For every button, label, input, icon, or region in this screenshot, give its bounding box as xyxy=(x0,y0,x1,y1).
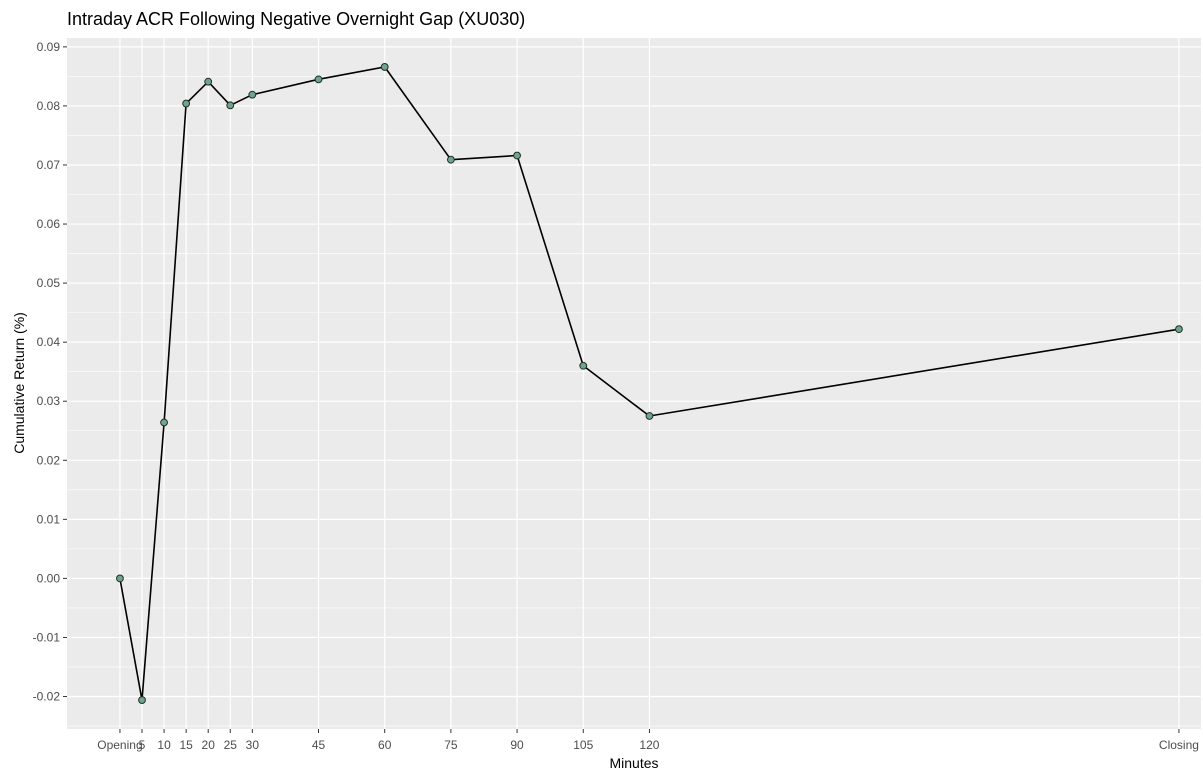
y-axis-title: Cumulative Return (%) xyxy=(11,312,27,454)
x-tick-label: 30 xyxy=(246,738,260,752)
x-tick-label: 60 xyxy=(378,738,392,752)
data-point xyxy=(1175,325,1183,334)
data-point xyxy=(446,155,455,164)
x-tick-label: Closing xyxy=(1159,738,1199,752)
y-tick-label: 0.02 xyxy=(37,453,61,467)
x-tick-label: 105 xyxy=(573,738,593,752)
series-line xyxy=(119,66,1180,701)
data-point xyxy=(160,418,168,427)
data-point xyxy=(204,77,213,86)
data-point xyxy=(248,90,257,99)
x-tick-label: 120 xyxy=(639,738,659,752)
data-point xyxy=(645,412,654,420)
x-tick-label: 90 xyxy=(510,738,524,752)
data-point xyxy=(138,696,146,704)
y-tick-label: 0.03 xyxy=(37,394,61,408)
x-tick-label: 45 xyxy=(312,738,326,752)
x-tick-label: 20 xyxy=(202,738,216,752)
data-point xyxy=(226,101,235,110)
x-axis-title: Minutes xyxy=(609,755,658,771)
data-point xyxy=(182,99,191,108)
x-tick-label: 5 xyxy=(139,738,146,752)
data-point xyxy=(116,574,124,583)
y-tick-label: 0.06 xyxy=(37,217,61,231)
data-point xyxy=(513,151,521,160)
x-tick-label: 15 xyxy=(179,738,193,752)
data-point xyxy=(579,361,588,370)
y-tick-label: 0.07 xyxy=(37,158,61,172)
y-tick-label: 0.04 xyxy=(37,335,61,349)
y-tick-label: 0.08 xyxy=(37,99,61,113)
y-tick-label: -0.01 xyxy=(33,630,61,644)
y-tick-label: 0.09 xyxy=(37,40,61,54)
grid-minor xyxy=(67,76,1201,727)
x-tick-label: Opening xyxy=(97,738,142,752)
grid-major xyxy=(67,38,1201,729)
data-point xyxy=(380,63,389,71)
y-tick-label: 0.00 xyxy=(37,571,61,585)
x-tick-label: 25 xyxy=(224,738,238,752)
y-tick-label: 0.01 xyxy=(37,512,61,526)
x-tick-label: 10 xyxy=(157,738,171,752)
data-point xyxy=(314,75,323,84)
y-tick-label: -0.02 xyxy=(33,690,61,704)
y-axis: -0.02 -0.01 0.00 0.01 0.02 0.03 0.04 0.05 0.06 0.… xyxy=(33,40,67,704)
x-tick-label: 75 xyxy=(444,738,458,752)
plot-panel xyxy=(67,38,1201,729)
data-points xyxy=(116,63,1183,704)
y-tick-label: 0.05 xyxy=(37,276,61,290)
chart-title: Intraday ACR Following Negative Overnigh… xyxy=(67,9,525,29)
